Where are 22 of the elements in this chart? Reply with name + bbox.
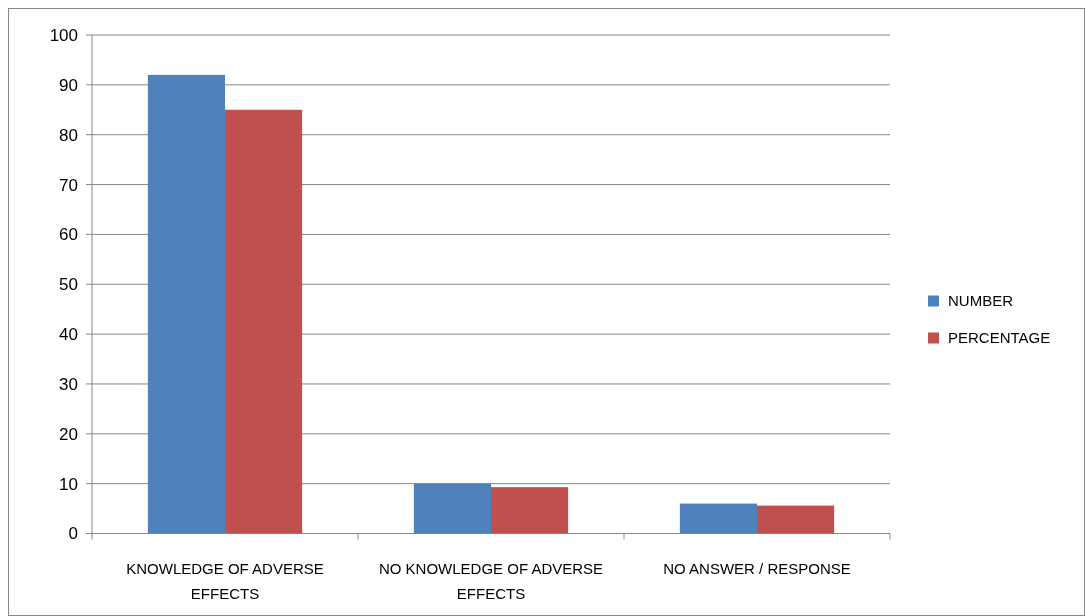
bar	[413, 483, 491, 534]
bar	[491, 487, 569, 534]
bar	[225, 109, 303, 534]
y-tick-label: 10	[59, 474, 78, 494]
y-tick-label: 60	[59, 225, 78, 245]
y-tick-label: 100	[49, 25, 78, 45]
x-tick-label: NO KNOWLEDGE OF ADVERSE EFFECTS	[378, 559, 604, 602]
x-tick-label: NO ANSWER / RESPONSE	[663, 559, 851, 577]
y-tick-label: 0	[68, 524, 78, 544]
y-tick-label: 90	[59, 75, 78, 95]
y-tick-label: 70	[59, 175, 78, 195]
y-tick-label: 30	[59, 374, 78, 394]
bar	[147, 74, 225, 534]
legend-label: NUMBER	[948, 291, 1014, 309]
bar	[757, 505, 835, 534]
bar	[679, 503, 757, 534]
y-tick-label: 50	[59, 275, 78, 295]
y-tick-label: 80	[59, 125, 78, 145]
legend-label: PERCENTAGE	[948, 328, 1051, 346]
y-tick-label: 40	[59, 325, 78, 345]
y-tick-label: 20	[59, 424, 78, 444]
x-tick-label: KNOWLEDGE OF ADVERSE EFFECTS	[126, 559, 324, 602]
